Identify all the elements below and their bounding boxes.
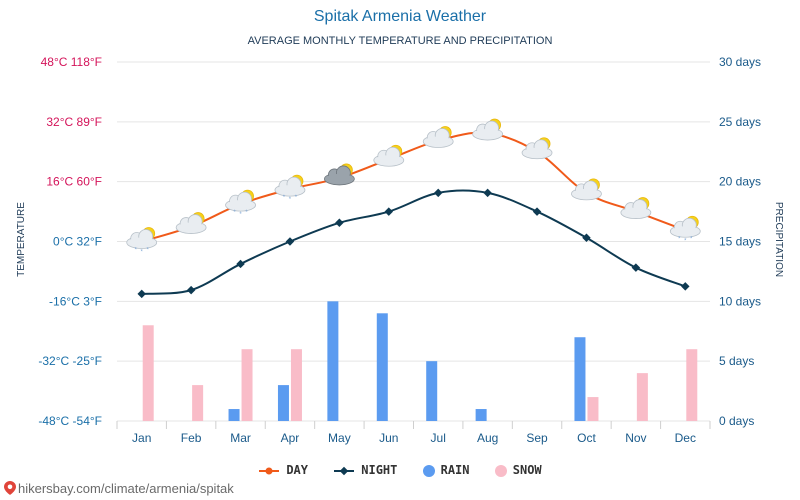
svg-text:*: *: [147, 248, 150, 254]
snow-cloud-icon: * * *: [126, 227, 158, 256]
snow-cloud-icon: * * *: [669, 215, 701, 244]
legend-night-marker-icon: [334, 466, 355, 475]
chart-subtitle: AVERAGE MONTHLY TEMPERATURE AND PRECIPIT…: [247, 35, 553, 47]
right-axis-tick-label: 5 days: [719, 354, 754, 368]
legend-rain[interactable]: RAIN: [422, 463, 470, 477]
night-point: [335, 218, 344, 228]
x-tick-label: Oct: [577, 431, 596, 445]
snow-cloud-icon: * * *: [274, 174, 306, 203]
legend-night-label: NIGHT: [361, 463, 398, 477]
snow-bar: [192, 385, 204, 421]
left-axis-tick-label: 0°C 32°F: [53, 235, 102, 249]
night-point: [483, 188, 492, 198]
night-point: [137, 289, 146, 299]
right-axis-tick-label: 10 days: [719, 294, 761, 308]
left-axis-tick-label: 32°C 89°F: [46, 115, 102, 129]
night-line: [141, 189, 686, 295]
rain-bar: [228, 409, 240, 421]
sun-cloud-icon: [373, 144, 405, 167]
night-point: [631, 263, 641, 272]
rain-bar: [426, 361, 438, 421]
right-axis-tick-label: 30 days: [719, 55, 761, 69]
footer-source[interactable]: hikersbay.com/climate/armenia/spitak: [4, 481, 234, 496]
x-tick-label: Mar: [230, 431, 251, 445]
snow-bar: [290, 349, 302, 421]
sun-cloud-icon: [175, 212, 207, 234]
rain-bar: [327, 301, 339, 421]
map-pin-icon: [4, 481, 16, 495]
legend-snow[interactable]: SNOW: [494, 463, 542, 477]
footer-url: hikersbay.com/climate/armenia/spitak: [18, 481, 234, 496]
rain-bar: [475, 409, 487, 421]
chart-legend: DAY NIGHT RAIN SNOW: [0, 463, 800, 477]
x-tick-label: Jul: [431, 431, 446, 445]
weather-chart: Jan Feb Mar Apr May Jun Jul Aug Sep Oct Nov Dec 48°C…: [16, 55, 784, 445]
snow-bar: [686, 349, 698, 421]
night-point: [433, 188, 443, 198]
legend-snow-label: SNOW: [512, 463, 542, 477]
night-point: [582, 233, 591, 243]
left-axis-tick-label: -16°C 3°F: [49, 294, 102, 308]
rain-bar: [277, 385, 289, 421]
svg-text:*: *: [289, 197, 292, 203]
x-tick-label: Feb: [181, 431, 202, 445]
right-axis-title: PRECIPITATION: [773, 202, 784, 277]
snow-bar: [142, 325, 154, 421]
x-tick-label: Sep: [526, 431, 548, 445]
svg-text:*: *: [295, 195, 298, 201]
day-line: [141, 131, 686, 243]
chart-title: Spitak Armenia Weather: [313, 8, 487, 25]
svg-text:*: *: [135, 248, 138, 254]
legend-day-label: DAY: [286, 463, 309, 477]
svg-text:*: *: [141, 250, 144, 256]
svg-text:*: *: [283, 195, 286, 201]
night-point: [285, 237, 295, 246]
left-axis-tick-label: 48°C 118°F: [41, 55, 102, 69]
left-axis-title: TEMPERATURE: [16, 202, 27, 277]
rain-bar: [574, 337, 586, 421]
svg-text:*: *: [233, 210, 236, 216]
legend-rain-label: RAIN: [440, 463, 470, 477]
legend-night[interactable]: NIGHT: [333, 463, 397, 477]
right-axis-tick-label: 25 days: [719, 115, 761, 129]
storm-cloud-icon: [323, 163, 355, 186]
legend-day-marker-icon: [259, 467, 280, 474]
svg-text:*: *: [678, 236, 681, 242]
legend-day[interactable]: DAY: [258, 463, 308, 477]
sun-cloud-icon: [571, 178, 602, 201]
rain-bar: [376, 313, 388, 421]
sun-cloud-icon: [422, 126, 454, 148]
legend-snow-dot-icon: [494, 464, 507, 477]
x-tick-label: May: [328, 431, 351, 445]
snow-bar: [587, 397, 599, 421]
snow-bar: [636, 373, 648, 421]
left-axis-tick-label: 16°C 60°F: [46, 175, 102, 189]
right-axis-tick-label: 15 days: [719, 235, 761, 249]
sun-cloud-icon: [472, 118, 504, 141]
snow-cloud-icon: * * *: [225, 189, 256, 218]
night-point: [186, 285, 196, 295]
svg-text:*: *: [690, 236, 693, 242]
x-tick-label: Jun: [379, 431, 398, 445]
svg-text:*: *: [239, 212, 242, 218]
right-axis-tick-label: 20 days: [719, 175, 761, 189]
x-tick-label: Apr: [281, 431, 300, 445]
night-point: [532, 207, 542, 216]
sun-cloud-icon: [521, 137, 553, 160]
night-point: [681, 282, 690, 291]
x-tick-label: Aug: [477, 431, 498, 445]
legend-rain-dot-icon: [422, 464, 435, 477]
night-point: [236, 259, 245, 269]
left-axis-tick-label: -32°C -25°F: [38, 354, 102, 368]
right-axis-tick-label: 0 days: [719, 414, 754, 428]
svg-text:*: *: [245, 210, 248, 216]
x-tick-label: Jan: [132, 431, 151, 445]
x-tick-label: Nov: [625, 431, 646, 445]
x-tick-label: Dec: [675, 431, 696, 445]
night-point: [384, 207, 394, 216]
left-axis-tick-label: -48°C -54°F: [38, 414, 102, 428]
svg-text:*: *: [684, 238, 687, 244]
sun-cloud-icon: [620, 197, 652, 219]
snow-bar: [241, 349, 253, 421]
